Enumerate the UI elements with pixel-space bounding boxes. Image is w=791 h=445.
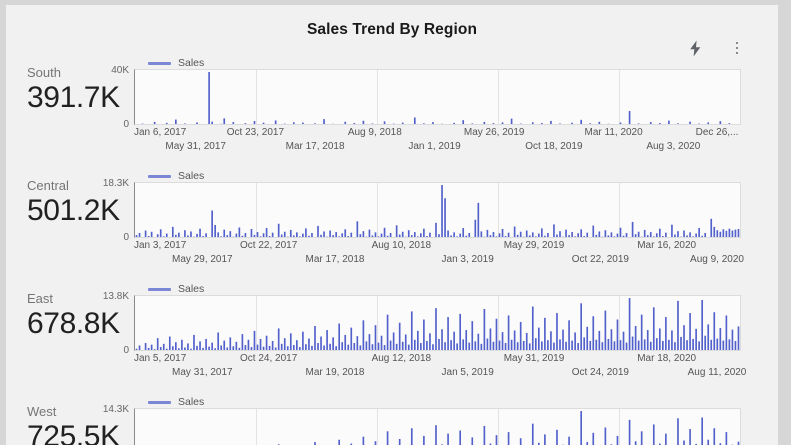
sparkline-series xyxy=(277,411,740,445)
x-axis-tick-label: Aug 9, 2018 xyxy=(347,127,402,138)
dot-2 xyxy=(735,46,739,50)
x-axis-tick-label: Jan 5, 2017 xyxy=(134,353,187,364)
region-summary: East 678.8K xyxy=(6,283,134,342)
y-axis-max-label: 13.8K xyxy=(102,291,129,302)
y-axis-min-label: 0 xyxy=(123,345,129,356)
y-axis-max-label: 18.3K xyxy=(102,178,129,189)
legend-label: Sales xyxy=(178,283,205,295)
x-axis: Jan 5, 2017 May 31, 2017 Oct 24, 2017 Mar 1… xyxy=(134,353,746,385)
region-sparkline-chart[interactable]: Sales 40K 0 Jan 6, 2017 May 31, 2017 Oct 23, … xyxy=(111,57,778,170)
sparkline-series xyxy=(141,72,731,124)
region-total: 391.7K xyxy=(27,81,120,114)
region-summary: Central 501.2K xyxy=(6,170,134,229)
more-vert-icon[interactable] xyxy=(726,37,748,59)
x-axis-tick-label: Oct 22, 2017 xyxy=(240,240,298,251)
x-axis-tick-label: Mar 16, 2020 xyxy=(637,240,697,251)
plot-area xyxy=(134,182,741,238)
dot-1 xyxy=(735,41,739,45)
x-axis-tick-label: Jan 3, 2019 xyxy=(441,254,494,265)
chart-legend: Sales xyxy=(148,170,204,182)
x-axis: Jan 3, 2017 May 29, 2017 Oct 22, 2017 Mar 1… xyxy=(134,240,744,272)
x-axis-tick-label: Aug 12, 2018 xyxy=(371,353,432,364)
plot-area xyxy=(134,69,741,125)
legend-color-swatch xyxy=(148,287,171,291)
region-total: 501.2K xyxy=(27,194,120,227)
x-axis-tick-label: May 31, 2017 xyxy=(165,141,226,152)
region-sparkline-chart[interactable]: Sales 13.8K 0 Jan 5, 2017 May 31, 2017 Oct 24… xyxy=(103,283,778,396)
y-axis-max-label: 40K xyxy=(111,65,129,76)
x-axis-tick-label: Mar 19, 2018 xyxy=(305,367,365,378)
x-axis-tick-label: Oct 18, 2019 xyxy=(525,141,583,152)
legend-label: Sales xyxy=(178,57,205,69)
chart-legend: Sales xyxy=(148,396,204,408)
plot-area-wrapper: 18.3K 0 xyxy=(103,179,741,243)
plot-area xyxy=(134,408,741,445)
sparkline-series xyxy=(135,185,740,237)
x-axis-tick-label: May 31, 2019 xyxy=(503,353,565,364)
legend-color-swatch xyxy=(148,61,171,65)
plot-area xyxy=(134,295,741,351)
x-axis-tick-label: Oct 23, 2017 xyxy=(226,127,285,138)
dot-3 xyxy=(735,51,739,55)
region-row: South 391.7K Sales 40K 0 Jan 6, 2017 May 31, 2… xyxy=(6,57,778,170)
x-axis-tick-label: May 26, 2019 xyxy=(463,127,525,138)
sales-trend-card: Sales Trend By Region South 391.7K Sales 40… xyxy=(6,5,778,445)
card-header: Sales Trend By Region xyxy=(6,5,778,57)
x-axis-tick-label: Jan 6, 2017 xyxy=(134,127,187,138)
chart-legend: Sales xyxy=(148,283,204,295)
x-axis-tick-label: May 31, 2017 xyxy=(172,367,233,378)
x-axis-tick-label: Dec 26,... xyxy=(695,127,739,138)
x-axis-tick-label: Oct 24, 2017 xyxy=(240,353,298,364)
legend-label: Sales xyxy=(178,396,205,408)
x-axis-tick-label: Oct 22, 2019 xyxy=(571,254,629,265)
chart-legend: Sales xyxy=(148,57,204,69)
legend-color-swatch xyxy=(148,400,171,404)
plot-area-wrapper: 40K 0 xyxy=(111,66,741,130)
x-axis-tick-label: Mar 18, 2020 xyxy=(637,353,697,364)
y-axis-min-label: 0 xyxy=(123,232,129,243)
x-axis-tick-label: Aug 10, 2018 xyxy=(371,240,432,251)
y-axis-max-label: 14.3K xyxy=(102,404,129,415)
x-axis-tick-label: Jan 5, 2019 xyxy=(441,367,494,378)
x-axis-tick-label: Oct 24, 2019 xyxy=(571,367,629,378)
x-axis-tick-label: Mar 17, 2018 xyxy=(305,254,365,265)
lightning-bolt-icon[interactable] xyxy=(684,37,706,59)
region-name: Central xyxy=(27,178,69,193)
region-total: 678.8K xyxy=(27,307,120,340)
region-total: 725.5K xyxy=(27,420,120,445)
region-sparkline-chart[interactable]: Sales 18.3K 0 Jan 3, 2017 May 29, 2017 Oct 22… xyxy=(103,170,778,283)
x-axis: Jan 6, 2017 May 31, 2017 Oct 23, 2017 Mar 1… xyxy=(134,127,741,159)
region-summary: West 725.5K xyxy=(6,396,134,445)
region-name: West xyxy=(27,404,57,419)
region-row: Central 501.2K Sales 18.3K 0 Jan 3, 2017 May 2… xyxy=(6,170,778,283)
plot-area-wrapper: 13.8K 0 xyxy=(103,292,741,356)
x-axis-tick-label: May 29, 2017 xyxy=(172,254,233,265)
region-name: East xyxy=(27,291,54,306)
x-axis-tick-label: Mar 11, 2020 xyxy=(584,127,643,138)
header-actions xyxy=(684,37,748,59)
x-axis-tick-label: Aug 3, 2020 xyxy=(646,141,701,152)
region-row: East 678.8K Sales 13.8K 0 Jan 5, 2017 May 31, … xyxy=(6,283,778,396)
x-axis-tick-label: May 29, 2019 xyxy=(503,240,565,251)
x-axis-tick-label: Jan 1, 2019 xyxy=(408,141,461,152)
y-axis-min-label: 0 xyxy=(123,119,129,130)
region-rows: South 391.7K Sales 40K 0 Jan 6, 2017 May 31, 2… xyxy=(6,57,778,445)
legend-label: Sales xyxy=(178,170,205,182)
x-axis-tick-label: Mar 17, 2018 xyxy=(285,141,345,152)
x-axis-tick-label: Jan 3, 2017 xyxy=(134,240,187,251)
page-title: Sales Trend By Region xyxy=(306,21,478,38)
region-summary: South 391.7K xyxy=(6,57,134,116)
x-axis-tick-label: Aug 9, 2020 xyxy=(690,254,744,265)
plot-area-wrapper: 14.3K0 xyxy=(103,405,741,445)
region-name: South xyxy=(27,65,61,80)
x-axis-tick-label: Aug 11, 2020 xyxy=(687,367,747,378)
sparkline-series xyxy=(135,298,740,350)
legend-color-swatch xyxy=(148,174,171,178)
